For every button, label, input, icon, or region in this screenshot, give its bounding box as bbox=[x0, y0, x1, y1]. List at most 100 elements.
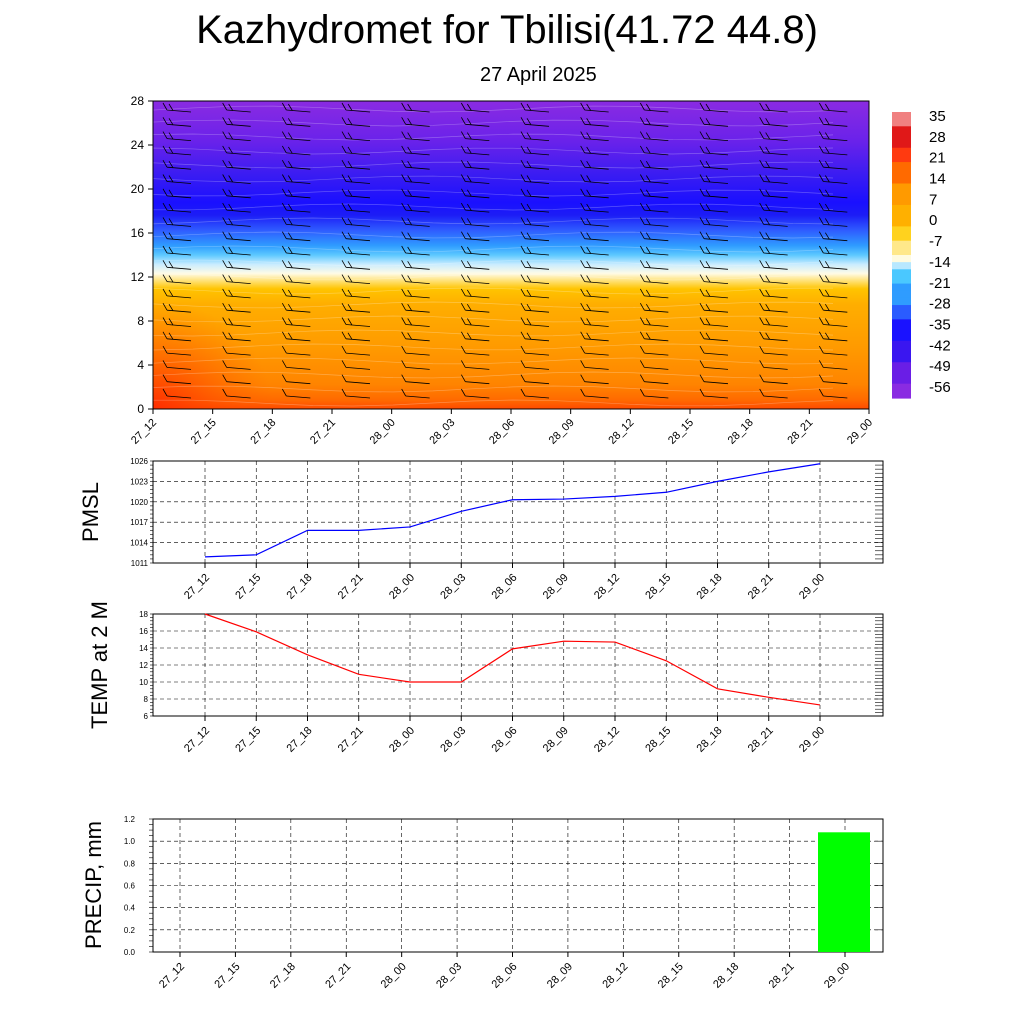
colorbar-label: 28 bbox=[929, 129, 946, 146]
wind-barb bbox=[699, 174, 729, 184]
wind-barb bbox=[759, 160, 788, 170]
wind-barb bbox=[162, 374, 192, 385]
wind-barb bbox=[699, 131, 729, 141]
wind-barb bbox=[341, 217, 371, 227]
wind-barb bbox=[460, 274, 490, 284]
x-tick-label: 27_18 bbox=[248, 417, 278, 447]
y-tick-label: 1.2 bbox=[124, 815, 136, 824]
wind-barb bbox=[759, 374, 788, 385]
colorbar-label: 14 bbox=[929, 171, 946, 188]
wind-barb bbox=[759, 331, 788, 342]
wind-barb bbox=[818, 388, 848, 399]
wind-barb bbox=[639, 303, 669, 313]
wind-barb bbox=[401, 231, 430, 242]
wind-barb bbox=[281, 260, 311, 270]
wind-barb bbox=[222, 117, 251, 127]
wind-barb bbox=[699, 331, 729, 342]
x-tick-label: 28_21 bbox=[785, 417, 815, 447]
colorbar-label: -14 bbox=[929, 254, 951, 271]
wind-barb bbox=[162, 317, 192, 327]
y-tick-label: 18 bbox=[139, 610, 148, 619]
wind-barb bbox=[341, 317, 371, 327]
wind-barb bbox=[580, 117, 609, 127]
wind-barb bbox=[759, 360, 788, 370]
precip-bar bbox=[818, 832, 870, 952]
x-tick-label: 28_21 bbox=[746, 572, 776, 602]
wind-barb bbox=[580, 288, 609, 299]
wind-barb bbox=[162, 345, 192, 356]
chart-subtitle: 27 April 2025 bbox=[480, 64, 597, 86]
colorbar-label: -42 bbox=[929, 337, 951, 354]
y-tick-label: 28 bbox=[131, 94, 145, 108]
wind-barb bbox=[281, 360, 311, 370]
wind-barb bbox=[818, 117, 848, 127]
wind-barb bbox=[759, 117, 788, 127]
x-tick-label: 27_12 bbox=[129, 417, 159, 447]
wind-barb bbox=[460, 260, 490, 270]
wind-barb bbox=[699, 388, 729, 399]
wind-barb bbox=[222, 188, 251, 199]
wind-barb bbox=[460, 360, 490, 370]
wind-barb bbox=[341, 345, 371, 356]
wind-barb bbox=[818, 331, 848, 342]
wind-barb bbox=[401, 274, 430, 284]
contour-line bbox=[152, 371, 834, 379]
y-axis-label: PRECIP, mm bbox=[81, 821, 106, 949]
wind-barb bbox=[520, 160, 550, 170]
wind-barb bbox=[699, 317, 729, 327]
x-tick-label: 27_21 bbox=[336, 725, 366, 755]
wind-barb bbox=[818, 360, 848, 370]
wind-barb bbox=[759, 274, 788, 284]
wind-barb bbox=[520, 360, 550, 370]
x-tick-label: 27_18 bbox=[285, 572, 315, 602]
colorbar-cell bbox=[892, 369, 911, 378]
colorbar-cell bbox=[892, 226, 911, 235]
x-tick-label: 27_15 bbox=[189, 417, 219, 447]
colorbar-cell bbox=[892, 262, 911, 270]
wind-barb bbox=[401, 260, 430, 270]
wind-barb bbox=[520, 217, 550, 227]
colorbar-cell bbox=[892, 362, 911, 370]
x-tick-label: 29_00 bbox=[822, 961, 852, 991]
wind-barb bbox=[281, 202, 311, 213]
wind-barb bbox=[341, 331, 371, 342]
colorbar-cell bbox=[892, 340, 911, 349]
colorbar-label: 35 bbox=[929, 108, 946, 125]
wind-barb bbox=[520, 245, 550, 256]
colorbar-cell bbox=[892, 283, 911, 292]
wind-barb bbox=[639, 145, 669, 156]
wind-barb bbox=[401, 145, 430, 156]
wind-barb bbox=[222, 145, 251, 156]
contour-line bbox=[152, 189, 834, 197]
wind-barb bbox=[818, 345, 848, 356]
wind-barb bbox=[699, 145, 729, 156]
wind-barb bbox=[162, 331, 192, 342]
pmsl-panel: 1011 1014 1017 1020 1023 1026 27_12 27_15 27_18 2… bbox=[78, 457, 884, 602]
x-tick-label: 28_15 bbox=[656, 961, 686, 991]
contour-line bbox=[152, 287, 834, 295]
wind-barb bbox=[580, 374, 609, 385]
wind-barb bbox=[818, 288, 848, 299]
y-axis-label: TEMP at 2 M bbox=[87, 601, 112, 729]
contour-line bbox=[152, 301, 834, 309]
wind-barb bbox=[520, 174, 550, 184]
wind-barb bbox=[520, 345, 550, 356]
wind-barb bbox=[759, 388, 788, 399]
wind-barb bbox=[699, 160, 729, 170]
wind-barb bbox=[162, 303, 192, 313]
colorbar-cell bbox=[892, 162, 911, 170]
wind-barb bbox=[401, 131, 430, 141]
wind-barb bbox=[639, 331, 669, 342]
x-tick-label: 28_09 bbox=[547, 417, 577, 447]
x-tick-label: 28_18 bbox=[726, 417, 756, 447]
wind-barb bbox=[162, 202, 192, 213]
x-tick-label: 28_18 bbox=[695, 725, 725, 755]
y-tick-label: 1011 bbox=[131, 559, 149, 568]
x-tick-label: 28_06 bbox=[487, 417, 517, 447]
colorbar-label: 7 bbox=[929, 191, 937, 208]
wind-barb bbox=[401, 188, 430, 199]
wind-barb bbox=[639, 131, 669, 141]
wind-barb bbox=[460, 174, 490, 184]
wind-barb bbox=[639, 245, 669, 256]
